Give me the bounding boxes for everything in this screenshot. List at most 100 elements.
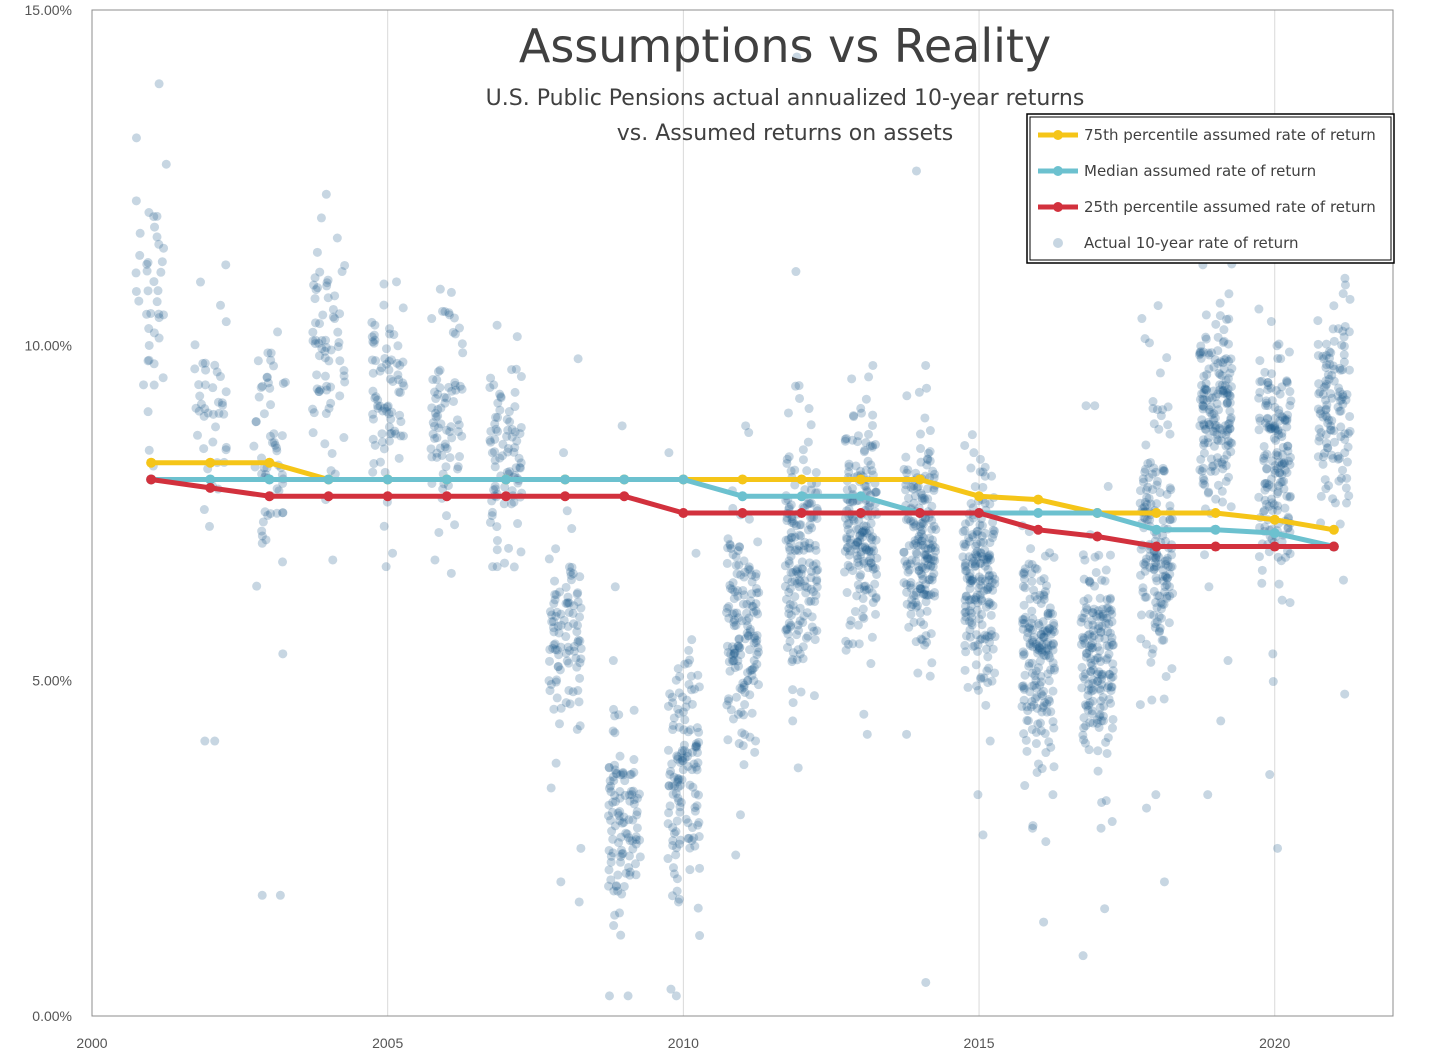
scatter-point-2005 [370, 320, 380, 330]
scatter-point-2009 [618, 848, 628, 858]
scatter-point-2011 [727, 642, 737, 652]
scatter-point-2016 [1027, 625, 1037, 635]
scatter-point-2012 [788, 685, 798, 695]
scatter-point-2018 [1165, 429, 1175, 439]
scatter-point-2021 [1328, 324, 1338, 334]
scatter-point-2001 [154, 313, 164, 323]
scatter-point-2018 [1161, 671, 1171, 681]
scatter-point-2010 [664, 808, 674, 818]
scatter-point-2008 [556, 703, 566, 713]
scatter-point-2013 [845, 528, 855, 538]
scatter-point-2003 [266, 400, 276, 410]
scatter-point-2020 [1267, 456, 1277, 466]
scatter-point-2014 [915, 521, 925, 531]
scatter-outlier-2008 [573, 354, 583, 364]
scatter-point-2014 [921, 631, 931, 641]
scatter-point-2018 [1164, 618, 1174, 628]
scatter-point-2019 [1213, 346, 1223, 356]
scatter-point-2005 [393, 341, 403, 351]
scatter-point-2020 [1275, 389, 1285, 399]
scatter-point-2012 [790, 480, 800, 490]
scatter-point-2008 [551, 758, 561, 768]
scatter-point-2011 [743, 564, 753, 574]
scatter-point-2001 [142, 266, 152, 276]
scatter-point-2019 [1202, 370, 1212, 380]
scatter-point-2012 [794, 546, 804, 556]
scatter-point-2015 [967, 576, 977, 586]
scatter-point-2013 [865, 526, 875, 536]
scatter-point-2001 [131, 196, 141, 206]
scatter-point-2012 [806, 485, 816, 495]
scatter-point-2004 [330, 469, 340, 479]
scatter-point-2015 [976, 576, 986, 586]
scatter-point-2012 [805, 543, 815, 553]
scatter-point-2004 [308, 404, 318, 414]
scatter-point-2008 [544, 656, 554, 666]
scatter-point-2010 [675, 807, 685, 817]
scatter-point-2016 [1036, 629, 1046, 639]
scatter-point-2012 [796, 520, 806, 530]
scatter-point-2009 [624, 851, 634, 861]
scatter-point-2010 [664, 781, 674, 791]
scatter-point-2006 [427, 403, 437, 413]
scatter-point-2007 [487, 448, 497, 458]
scatter-point-2018 [1146, 657, 1156, 667]
scatter-point-2011 [724, 613, 734, 623]
scatter-point-2019 [1221, 476, 1231, 486]
scatter-point-2021 [1339, 350, 1349, 360]
scatter-point-2014 [913, 668, 923, 678]
scatter-point-2002 [190, 340, 200, 350]
scatter-point-2017 [1100, 634, 1110, 644]
scatter-point-2010 [679, 725, 689, 735]
scatter-point-2011 [728, 585, 738, 595]
scatter-point-2011 [722, 558, 732, 568]
scatter-point-2019 [1201, 385, 1211, 395]
scatter-point-2013 [869, 546, 879, 556]
scatter-point-2012 [802, 499, 812, 509]
scatter-point-2008 [568, 569, 578, 579]
scatter-point-2016 [1030, 694, 1040, 704]
scatter-point-2016 [1041, 646, 1051, 656]
scatter-point-2016 [1018, 568, 1028, 578]
scatter-outlier-2007 [488, 562, 498, 572]
scatter-outlier-2005 [388, 548, 398, 558]
legend-label-75th: 75th percentile assumed rate of return [1084, 126, 1376, 144]
scatter-point-2018 [1165, 483, 1175, 493]
scatter-point-2011 [723, 735, 733, 745]
scatter-point-2003 [262, 373, 272, 383]
scatter-point-2017 [1104, 694, 1114, 704]
scatter-point-2009 [611, 768, 621, 778]
scatter-point-2010 [687, 836, 697, 846]
scatter-point-2016 [1030, 563, 1040, 573]
scatter-point-2016 [1045, 603, 1055, 613]
scatter-point-2009 [632, 793, 642, 803]
scatter-point-2010 [672, 816, 682, 826]
scatter-point-2008 [575, 636, 585, 646]
scatter-point-2017 [1101, 565, 1111, 575]
scatter-point-2014 [920, 549, 930, 559]
scatter-point-2009 [613, 886, 623, 896]
scatter-point-2011 [747, 601, 757, 611]
scatter-point-2015 [961, 601, 971, 611]
scatter-point-2014 [925, 533, 935, 543]
scatter-point-2016 [1049, 639, 1059, 649]
scatter-point-2011 [729, 655, 739, 665]
scatter-point-2013 [858, 594, 868, 604]
scatter-point-2006 [433, 367, 443, 377]
scatter-point-2019 [1206, 466, 1216, 476]
scatter-point-2005 [370, 393, 380, 403]
scatter-point-2011 [746, 596, 756, 606]
scatter-point-2005 [368, 386, 378, 396]
scatter-point-2012 [806, 420, 816, 430]
scatter-point-2010 [672, 886, 682, 896]
scatter-point-2017 [1080, 738, 1090, 748]
scatter-point-2020 [1285, 598, 1295, 608]
scatter-point-2009 [609, 776, 619, 786]
scatter-point-2010 [684, 679, 694, 689]
legend-label-median: Median assumed rate of return [1084, 162, 1316, 180]
scatter-point-2010 [673, 704, 683, 714]
scatter-point-2017 [1099, 613, 1109, 623]
scatter-point-2007 [507, 432, 517, 442]
scatter-point-2010 [694, 818, 704, 828]
scatter-point-2014 [929, 569, 939, 579]
